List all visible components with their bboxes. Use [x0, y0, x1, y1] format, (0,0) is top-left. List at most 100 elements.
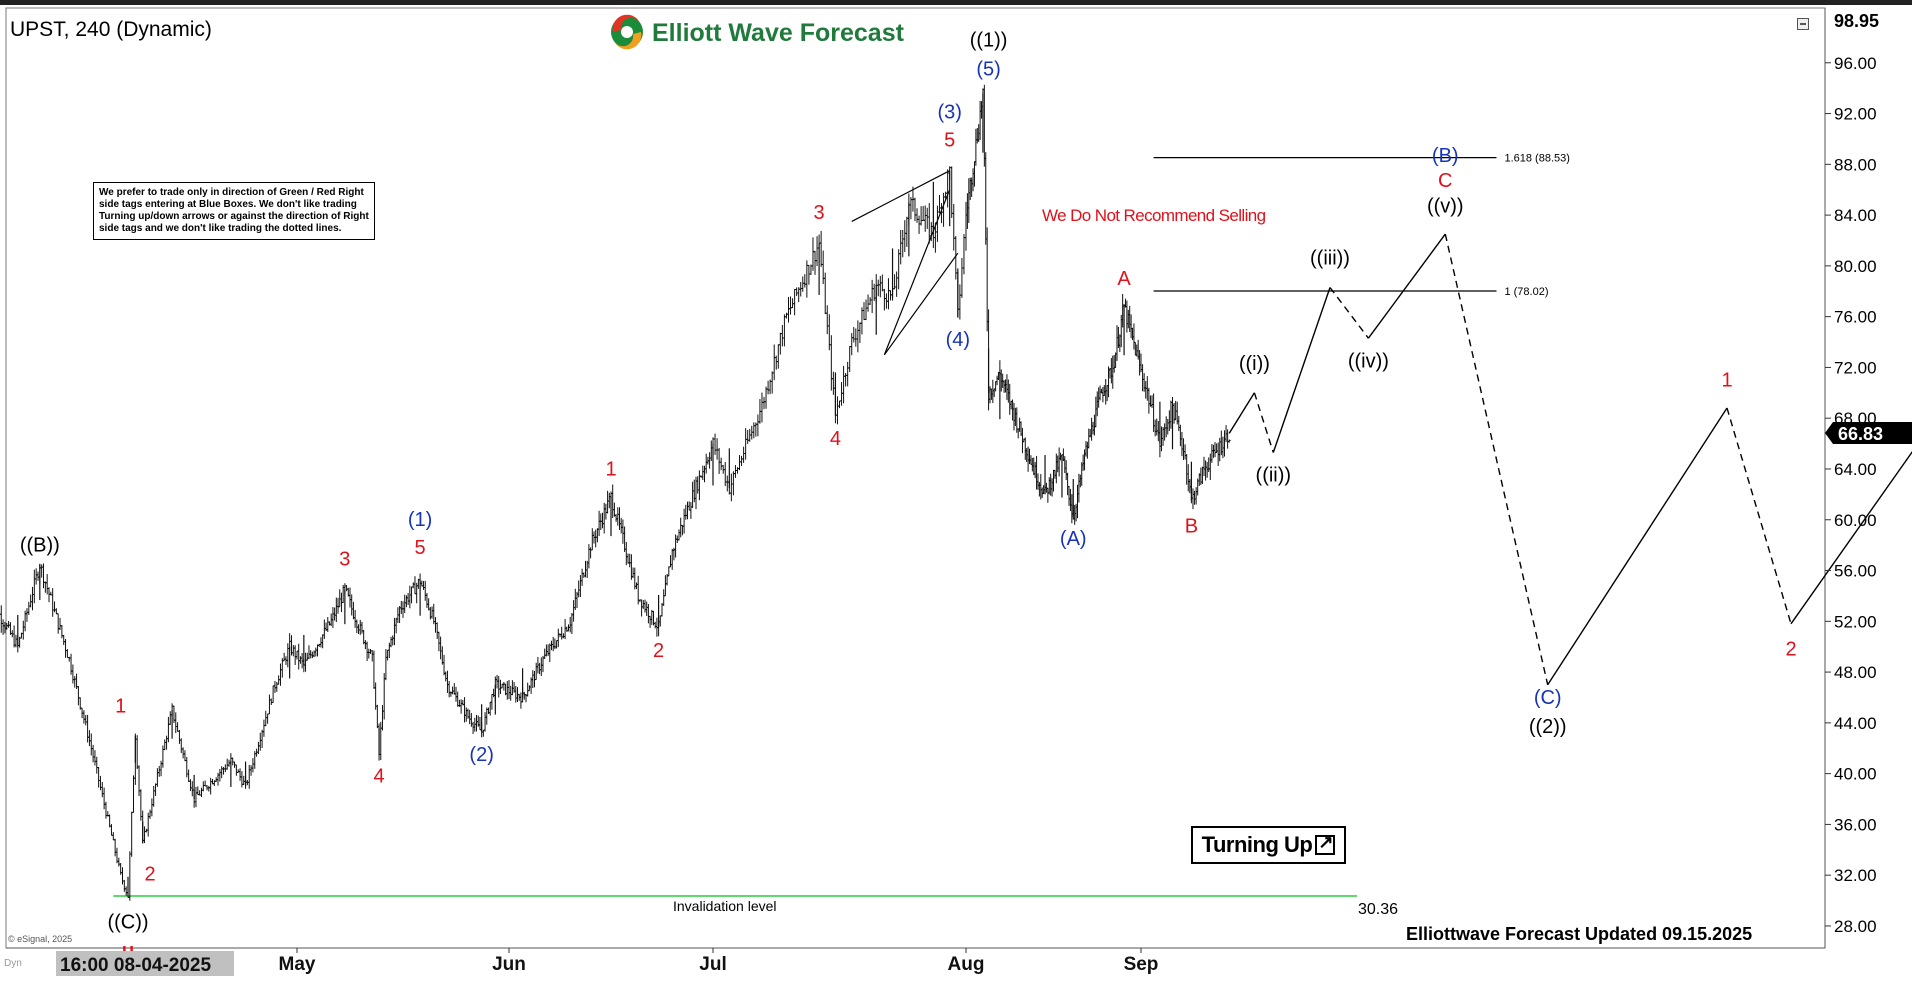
- maximize-icon[interactable]: [1797, 18, 1809, 30]
- wave-label: (4): [946, 329, 970, 351]
- projection-dashed-segment: [1253, 392, 1274, 453]
- wedge-line: [851, 170, 950, 222]
- wave-label: (1): [408, 509, 432, 531]
- diagonal-wedge: [851, 170, 959, 356]
- time-axis: May Jun Jul Aug Sep: [279, 948, 1159, 975]
- fib-level-label: 1 (78.02): [1504, 286, 1548, 298]
- elliott-wave-swirl-logo-icon: [611, 14, 643, 50]
- price-tick-label: 60.00: [1834, 511, 1877, 530]
- copyright: © eSignal, 2025: [8, 934, 72, 944]
- projection-solid-segment: [1790, 450, 1912, 625]
- price-tick-label: 28.00: [1834, 917, 1877, 936]
- month-label: Aug: [948, 954, 985, 975]
- invalidation-value: 30.36: [1358, 901, 1398, 918]
- price-tick-label: 40.00: [1834, 765, 1877, 784]
- wave-label: (2): [469, 744, 493, 766]
- current-price-tag: [1825, 422, 1912, 445]
- price-tick-label: 56.00: [1834, 562, 1877, 581]
- wave-label: 1: [1721, 369, 1732, 391]
- wave-label: 3: [814, 202, 825, 224]
- price-tick-label: 80.00: [1834, 257, 1877, 276]
- top-border: [0, 0, 1912, 5]
- month-label: Jul: [699, 954, 726, 975]
- wave-label: 5: [415, 537, 426, 559]
- wave-label: (5): [976, 58, 1000, 80]
- price-tick-label: 96.00: [1834, 54, 1877, 73]
- wave-label: ((iv)): [1348, 350, 1389, 372]
- price-tick-label: 88.00: [1834, 155, 1877, 174]
- fib-level-label: 1.618 (88.53): [1504, 153, 1569, 165]
- wave-label: ((ii)): [1256, 465, 1292, 487]
- turning-up-arrow-icon: [1315, 832, 1336, 855]
- symbol-label: UPST, 240 (Dynamic): [10, 18, 212, 41]
- logo-text: Elliott Wave Forecast: [652, 19, 905, 47]
- wave-label: B: [1185, 515, 1198, 537]
- fibonacci-levels: 1.618 (88.53) 1 (78.02): [1153, 153, 1570, 298]
- price-tick-label: 64.00: [1834, 460, 1877, 479]
- projection-dashed-segment: [1444, 233, 1549, 685]
- wave-label: C: [1438, 170, 1452, 192]
- month-label: May: [279, 954, 316, 975]
- wave-label: A: [1117, 268, 1131, 290]
- logo: Elliott Wave Forecast: [611, 14, 905, 50]
- invalidation-label: Invalidation level: [673, 898, 777, 914]
- wave-label: (B): [1432, 145, 1459, 167]
- wave-label: ((v)): [1427, 196, 1464, 218]
- projection-solid-segment: [1547, 407, 1728, 686]
- wave-label: 4: [374, 766, 385, 788]
- wave-label: (A): [1060, 528, 1087, 550]
- price-tick-label: 44.00: [1834, 714, 1877, 733]
- wave-labels: ((B))((C))II12345(1)(2)12345(3)(4)(5)((1…: [20, 29, 1797, 970]
- projection-path: [1228, 233, 1912, 686]
- price-tick-label: 48.00: [1834, 663, 1877, 682]
- price-tick-label: 52.00: [1834, 612, 1877, 631]
- updated-note: Elliottwave Forecast Updated 09.15.2025: [1406, 924, 1752, 944]
- invalidation-line-group: Invalidation level 30.36: [113, 895, 1398, 918]
- turning-up-label: Turning Up: [1201, 832, 1313, 857]
- price-tick-label: 72.00: [1834, 358, 1877, 377]
- projection-dashed-segment: [1329, 287, 1369, 339]
- wave-label: ((2)): [1529, 716, 1567, 738]
- wave-label: 2: [144, 863, 155, 885]
- price-tick-label: 92.00: [1834, 105, 1877, 124]
- wave-label: 4: [830, 428, 841, 450]
- wave-label: 2: [1785, 639, 1796, 661]
- wave-label: 5: [944, 130, 955, 152]
- wave-label: 2: [653, 640, 664, 662]
- projection-solid-segment: [1367, 233, 1446, 339]
- projection-dashed-segment: [1726, 407, 1792, 624]
- cursor-date-label: 16:00 08-04-2025: [60, 955, 211, 976]
- wave-label: ((B)): [20, 534, 60, 556]
- wave-label: 3: [339, 548, 350, 570]
- wave-label: ((i)): [1239, 353, 1270, 375]
- month-label: Sep: [1124, 954, 1159, 975]
- projection-solid-segment: [1228, 392, 1255, 434]
- current-price-label: 66.83: [1838, 424, 1883, 444]
- wave-label: 1: [115, 696, 126, 718]
- dyn-indicator: Dyn: [4, 958, 22, 969]
- price-bars: [0, 84, 1231, 901]
- wave-label: (3): [937, 102, 961, 124]
- wave-label: ((C)): [107, 911, 148, 933]
- projection-solid-segment: [1272, 287, 1331, 453]
- trading-notice-text: We prefer to trade only in direction of …: [99, 187, 369, 234]
- wave-label: (C): [1534, 687, 1562, 709]
- wave-label: 1: [605, 458, 616, 480]
- wedge-line: [883, 189, 951, 355]
- wave-label: ((1)): [970, 29, 1008, 51]
- recommendation-text: We Do Not Recommend Selling: [1042, 206, 1266, 225]
- top-price-label: 98.95: [1834, 11, 1879, 31]
- price-tick-label: 32.00: [1834, 866, 1877, 885]
- turning-up-badge: Turning Up: [1191, 826, 1346, 864]
- price-tick-label: 36.00: [1834, 815, 1877, 834]
- cursor-date-background: [56, 951, 234, 976]
- price-tick-label: 84.00: [1834, 206, 1877, 225]
- price-axis: 28.00 32.00 36.00 40.00 44.00 48.00 52.00 56.00…: [1825, 11, 1912, 936]
- wave-label: ((iii)): [1310, 248, 1350, 270]
- month-label: Jun: [492, 954, 526, 975]
- price-tick-label: 76.00: [1834, 308, 1877, 327]
- trading-notice: We prefer to trade only in direction of …: [93, 182, 375, 240]
